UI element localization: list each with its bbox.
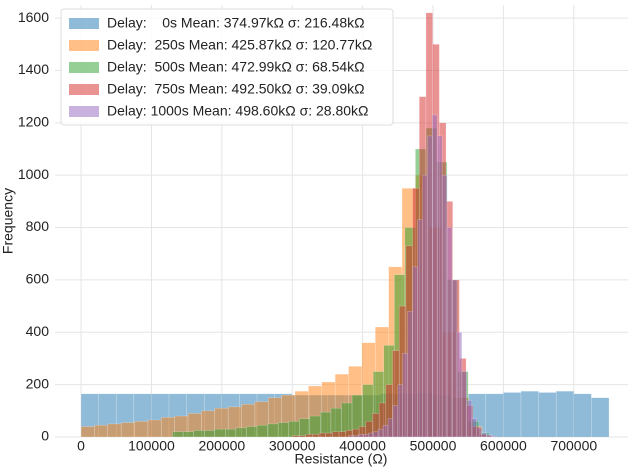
legend-label: Delay: 1000s Mean: 498.60kΩ σ: 28.80kΩ [107,103,369,119]
y-tick-label: 0 [41,428,49,444]
bar [520,390,539,438]
bar [387,418,394,438]
legend-box [60,8,394,126]
bar [407,311,413,438]
bar [397,384,403,438]
legend: Delay: 0s Mean: 374.97kΩ σ: 216.48kΩ Dela… [60,8,394,126]
y-tick-label: 600 [26,271,50,287]
bar [225,428,237,438]
bar [348,435,354,438]
bar [267,423,279,438]
y-tick-label: 1600 [18,9,49,25]
legend-swatch [69,106,99,117]
bar [441,174,448,438]
bar [298,435,306,438]
legend-label: Delay: 0s Mean: 374.97kΩ σ: 216.48kΩ [107,15,365,31]
y-tick-label: 400 [26,323,50,339]
bar [481,432,487,438]
bar [466,400,472,438]
bar [436,135,443,438]
bar [427,135,433,438]
bar [417,219,423,438]
bar [332,431,340,438]
bar [277,422,289,438]
x-tick-label: 700000 [550,438,597,454]
legend-label: Delay: 500s Mean: 472.99kΩ σ: 68.54kΩ [107,59,365,75]
bar [573,393,592,438]
x-axis-label: Resistance (Ω) [295,451,388,467]
bar [147,419,162,438]
bar [461,371,468,438]
bar [367,432,374,438]
bar [120,422,135,438]
legend-swatch [69,18,99,29]
bar [363,434,369,438]
bar [358,434,364,438]
bar [256,424,268,438]
bar [338,431,346,438]
y-tick-label: 800 [26,218,50,234]
bar [591,397,610,438]
legend-swatch [69,62,99,73]
bar [353,435,359,438]
bar [305,434,313,438]
bar [485,393,504,438]
bar [214,428,226,438]
bar [291,435,300,438]
bar [377,428,384,438]
bar [325,432,333,438]
bar [107,423,122,438]
bar [203,430,216,438]
x-tick-label: 100000 [128,438,175,454]
y-tick-label: 1200 [18,114,49,130]
y-tick-label: 1400 [18,61,49,77]
legend-label: Delay: 250s Mean: 425.87kΩ σ: 120.77kΩ [107,37,372,53]
legend-swatch [69,40,99,51]
bar [471,418,477,438]
x-tick-label: 0 [77,438,85,454]
y-tick-label: 200 [26,375,50,391]
bar [422,174,428,438]
bar [456,332,463,438]
bar [451,279,458,438]
bar [446,227,453,438]
x-tick-label: 500000 [410,438,457,454]
x-tick-label: 400000 [339,438,386,454]
bar [555,390,575,438]
bar [288,421,300,438]
bar [172,431,184,438]
bar [486,434,492,438]
legend-swatch [69,84,99,95]
y-tick-label: 1000 [18,166,49,182]
bar [432,114,438,438]
bar [476,427,482,438]
bar [491,435,497,438]
bar [193,430,205,438]
bar [80,426,95,438]
y-axis-label: Frequency [0,188,16,254]
bar [134,421,149,438]
x-tick-label: 600000 [480,438,527,454]
bar [235,427,247,438]
bar [402,352,408,438]
bar [392,405,399,438]
bar [503,392,522,438]
bar [94,424,109,438]
x-tick-label: 200000 [198,438,245,454]
bar [382,424,389,438]
bar [312,434,320,438]
bar [246,426,258,438]
bar [182,431,194,438]
legend-label: Delay: 750s Mean: 492.50kΩ σ: 39.09kΩ [107,81,365,97]
bar [318,432,326,438]
bar [372,431,379,438]
bar [538,392,557,438]
bar [412,266,418,438]
x-tick-label: 300000 [269,438,316,454]
